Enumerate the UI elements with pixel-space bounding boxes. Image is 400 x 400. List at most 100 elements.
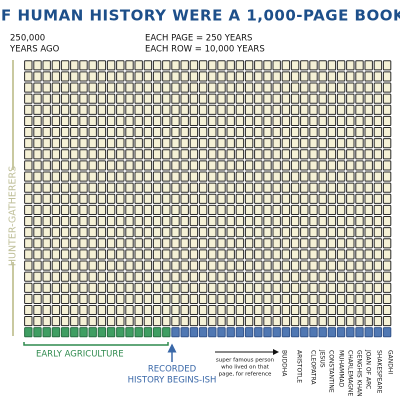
page xyxy=(134,282,143,293)
legend: EACH ROW = 10,000 YEARS xyxy=(145,45,265,55)
page xyxy=(143,138,153,149)
page xyxy=(300,138,309,149)
page xyxy=(346,249,355,260)
page xyxy=(162,215,171,227)
page xyxy=(189,60,199,71)
page xyxy=(33,160,42,171)
page xyxy=(235,327,245,338)
page xyxy=(70,127,79,138)
page xyxy=(134,316,143,327)
page xyxy=(125,82,134,93)
page xyxy=(327,82,337,93)
page xyxy=(24,182,33,193)
page xyxy=(272,260,281,271)
page xyxy=(24,260,33,271)
page xyxy=(281,127,291,138)
page xyxy=(79,215,88,227)
page xyxy=(189,93,199,104)
page xyxy=(263,215,272,227)
page xyxy=(79,127,88,138)
page xyxy=(254,293,263,304)
page xyxy=(300,171,309,182)
page xyxy=(373,171,383,182)
page xyxy=(33,293,42,304)
page xyxy=(97,293,107,304)
page xyxy=(355,93,364,104)
page xyxy=(382,182,392,193)
page xyxy=(281,71,291,82)
page xyxy=(79,238,88,249)
page xyxy=(355,171,364,182)
page xyxy=(336,193,346,204)
page xyxy=(373,60,383,71)
page xyxy=(235,60,245,71)
page xyxy=(106,271,116,282)
page xyxy=(42,249,51,260)
page xyxy=(162,104,171,115)
page xyxy=(318,160,327,171)
page xyxy=(152,171,162,182)
page xyxy=(189,238,199,249)
page xyxy=(300,249,309,260)
page xyxy=(309,249,318,260)
page xyxy=(88,327,97,338)
page xyxy=(382,304,392,316)
page xyxy=(364,316,373,327)
page xyxy=(244,316,254,327)
page xyxy=(97,204,107,215)
page xyxy=(364,160,373,171)
page xyxy=(281,171,291,182)
page xyxy=(162,127,171,138)
page xyxy=(272,227,281,238)
page xyxy=(309,138,318,149)
page xyxy=(346,282,355,293)
page xyxy=(162,227,171,238)
page xyxy=(346,60,355,71)
page xyxy=(171,271,180,282)
page xyxy=(33,327,42,338)
page xyxy=(134,82,143,93)
page xyxy=(106,249,116,260)
page xyxy=(281,304,291,316)
page xyxy=(116,93,125,104)
page xyxy=(51,316,61,327)
page xyxy=(254,171,263,182)
page xyxy=(318,238,327,249)
page xyxy=(226,82,235,93)
page xyxy=(152,227,162,238)
page xyxy=(33,215,42,227)
page xyxy=(226,249,235,260)
page xyxy=(217,138,226,149)
page xyxy=(162,282,171,293)
page xyxy=(208,182,217,193)
page xyxy=(346,182,355,193)
page xyxy=(51,93,61,104)
person-label: CLEOPATRA xyxy=(310,350,317,386)
page xyxy=(162,115,171,127)
page xyxy=(373,182,383,193)
page xyxy=(60,327,70,338)
page xyxy=(217,249,226,260)
page xyxy=(226,149,235,160)
page xyxy=(60,227,70,238)
page xyxy=(318,171,327,182)
page xyxy=(235,182,245,193)
page xyxy=(364,104,373,115)
page xyxy=(281,249,291,260)
page xyxy=(97,304,107,316)
page xyxy=(97,60,107,71)
page xyxy=(116,260,125,271)
page xyxy=(382,82,392,93)
note: who lived on that xyxy=(221,365,270,371)
page xyxy=(152,93,162,104)
page xyxy=(382,271,392,282)
page xyxy=(208,227,217,238)
page xyxy=(97,82,107,93)
page xyxy=(263,260,272,271)
page xyxy=(235,293,245,304)
page xyxy=(254,149,263,160)
page xyxy=(33,104,42,115)
page xyxy=(382,282,392,293)
page xyxy=(327,238,337,249)
page xyxy=(70,316,79,327)
